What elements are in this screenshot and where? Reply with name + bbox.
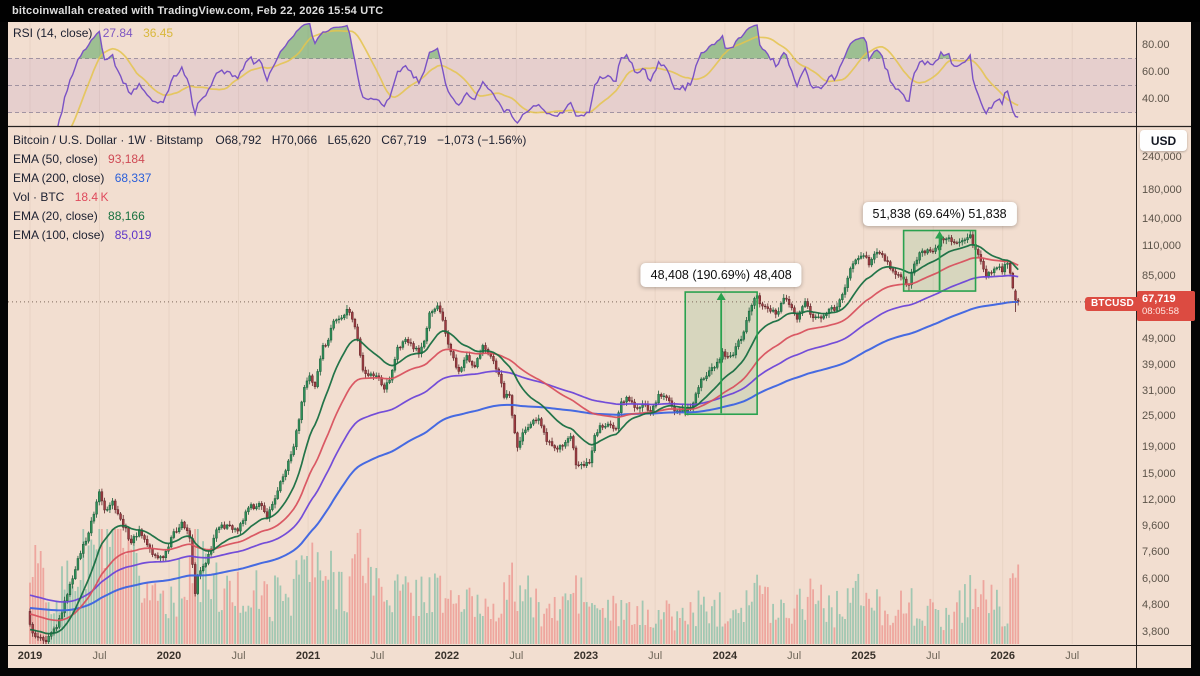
bar-countdown: 08:05:58 [1142,306,1179,317]
rsi-legend-label: RSI (14, close) [13,26,93,40]
indicator-label: Vol · BTC [13,190,65,204]
indicator-row-ema20: EMA (20, close) 88,166 [13,207,526,226]
indicator-value: 18.4 K [74,190,109,204]
ohlc-open: O68,792 [215,133,262,147]
indicator-value: 88,166 [108,209,145,223]
measurement-label-2[interactable]: 51,838 (69.64%) 51,838 [862,201,1017,226]
indicator-value: 93,184 [108,152,145,166]
indicator-label: EMA (200, close) [13,171,105,185]
rsi-value: 27.84 [102,26,133,40]
main-legend: Bitcoin / U.S. Dollar · 1W · Bitstamp O6… [13,131,526,245]
indicator-value: 85,019 [114,228,152,242]
symbol-legend-row: Bitcoin / U.S. Dollar · 1W · Bitstamp O6… [13,131,526,150]
symbol-name: Bitcoin / U.S. Dollar · 1W · Bitstamp [13,133,204,147]
rsi-ma-value: 36.45 [143,26,174,40]
measurement-label-1[interactable]: 48,408 (190.69%) 48,408 [640,263,802,288]
currency-usd-button[interactable]: USD [1140,130,1187,151]
indicator-row-volume: Vol · BTC 18.4 K [13,188,526,207]
indicator-value: 68,337 [114,171,152,185]
ohlc-close: C67,719 [381,133,427,147]
rsi-legend: RSI (14, close) 27.84 36.45 [13,26,173,40]
last-price-badge[interactable]: 67,719 08:05:58 [1137,291,1195,321]
indicator-label: EMA (100, close) [13,228,105,242]
symbol-price-tag: BTCUSD [1085,297,1140,311]
ohlc-low: L65,620 [327,133,371,147]
time-axis[interactable] [8,645,1136,668]
ohlc-high: H70,066 [271,133,318,147]
last-price: 67,719 [1142,293,1176,305]
watermark-text: bitcoinwallah created with TradingView.c… [12,5,384,17]
indicator-label: EMA (20, close) [13,209,98,223]
indicator-label: EMA (50, close) [13,152,98,166]
price-axis[interactable] [1136,22,1191,645]
indicator-row-ema100: EMA (100, close) 85,019 [13,226,526,245]
indicator-row-ema50: EMA (50, close) 93,184 [13,150,526,169]
ohlc-change: −1,073 (−1.56%) [436,133,527,147]
watermark-bar: bitcoinwallah created with TradingView.c… [0,0,1200,22]
indicator-row-ema200: EMA (200, close) 68,337 [13,169,526,188]
